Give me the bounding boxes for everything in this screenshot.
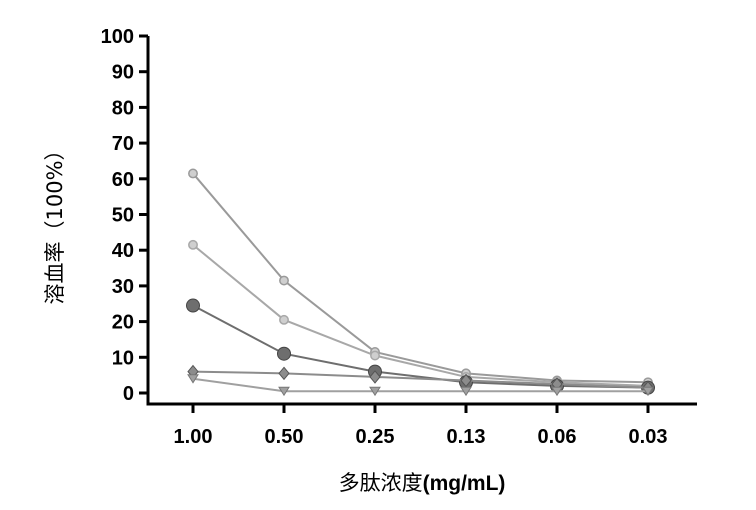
y-tick-label: 100 — [101, 26, 134, 48]
series-line — [192, 370, 649, 389]
data-point — [369, 370, 381, 384]
y-tick-label: 30 — [112, 276, 134, 298]
y-axis-title: 溶血率（100%） — [43, 139, 67, 304]
data-point — [279, 275, 289, 286]
y-tick-label: 60 — [112, 169, 134, 191]
y-tick-label: 10 — [112, 347, 134, 369]
y-tick-label: 50 — [112, 205, 134, 227]
x-tick-label: 0.50 — [265, 426, 304, 448]
x-tick-label: 1.00 — [174, 426, 213, 448]
series-1 — [188, 168, 653, 388]
data-point — [188, 168, 198, 179]
x-tick-label: 0.06 — [538, 426, 577, 448]
series-layer — [186, 168, 655, 397]
data-point — [188, 239, 198, 250]
x-tick-label: 0.03 — [629, 426, 668, 448]
series-5 — [187, 374, 654, 397]
series-2 — [188, 239, 653, 391]
data-point — [187, 374, 199, 384]
data-point — [642, 386, 654, 397]
data-point — [278, 366, 290, 381]
x-tick-label: 0.13 — [447, 426, 486, 448]
series-line — [192, 377, 648, 393]
y-tick-label: 40 — [112, 240, 134, 262]
data-point — [551, 386, 563, 397]
series-line — [192, 172, 649, 384]
y-tick-label: 70 — [112, 133, 134, 155]
data-point — [370, 350, 380, 361]
data-point — [186, 298, 200, 313]
y-tick-label: 0 — [123, 383, 134, 405]
data-point — [369, 386, 381, 397]
data-point — [278, 386, 290, 397]
y-tick-label: 90 — [112, 62, 134, 84]
y-tick-label: 80 — [112, 97, 134, 119]
data-point — [279, 314, 289, 325]
x-axis-title: 多肽浓度(mg/mL) — [339, 471, 506, 495]
axes: 0 10 20 30 40 50 60 70 80 90 100 1.00 0.50 0.25 0.13 0.… — [101, 26, 697, 448]
data-point — [460, 386, 472, 397]
series-3 — [186, 298, 655, 395]
data-point — [460, 373, 472, 388]
x-axis-title-unit: (mg/mL) — [423, 472, 506, 495]
y-tick-label: 20 — [112, 312, 134, 334]
series-line — [192, 304, 649, 389]
series-line — [192, 244, 649, 387]
series-4 — [187, 364, 654, 395]
x-axis-title-text: 多肽浓度 — [339, 471, 423, 495]
data-point — [277, 346, 291, 361]
x-tick-label: 0.25 — [356, 426, 395, 448]
